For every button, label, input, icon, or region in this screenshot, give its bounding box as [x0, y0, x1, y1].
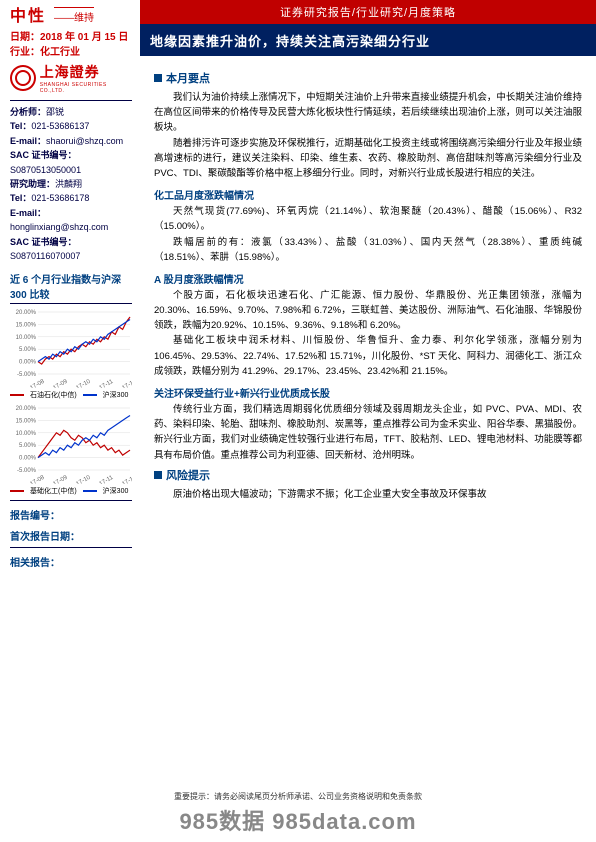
- footer: 重要提示：请务必阅读尾页分析师承诺、公司业务资格说明和免责条款 985数据 98…: [0, 791, 596, 836]
- sub-heading-3: A 股月度涨跌幅情况: [154, 271, 582, 286]
- svg-text:-5.00%: -5.00%: [17, 468, 37, 474]
- sec2-title: 风险提示: [166, 467, 210, 483]
- para-2: 随着排污许可逐步实施及环保税推行，近期基础化工投资主线或将围绕高污染细分行业及年…: [154, 136, 582, 182]
- legend-swatch-1: [10, 394, 24, 396]
- email2: honglinxiang@shzq.com: [10, 222, 108, 232]
- svg-text:17-10: 17-10: [75, 379, 92, 389]
- right-column: 本月要点 我们认为油价持续上涨情况下，中短期关注油价上升带来直接业绩提升机会，中…: [140, 58, 596, 569]
- analyst-block: 分析师：邵锐 Tel：021-53686137 E-mail：shaorui@s…: [10, 105, 132, 263]
- para-3: 天然气现货(77.69%)、环氧丙烷（21.14%）、软泡聚醚（20.43%）、…: [154, 204, 582, 234]
- title-text: 地缘因素推升油价，持续关注高污染细分行业: [150, 31, 430, 50]
- section-heading-1: 本月要点: [154, 70, 582, 86]
- email-label: E-mail：: [10, 136, 46, 146]
- disclaimer: 重要提示：请务必阅读尾页分析师承诺、公司业务资格说明和免责条款: [0, 791, 596, 802]
- section-heading-2: 风险提示: [154, 467, 582, 483]
- report-type-text: 证券研究报告/行业研究/月度策略: [280, 4, 456, 20]
- svg-text:20.00%: 20.00%: [16, 310, 37, 316]
- company-logo: 上海證券 SHANGHAI SECURITIES CO.,LTD.: [10, 62, 132, 94]
- chart2: -5.00% 0.00% 5.00% 10.00% 15.00% 20.00% 17-08 1…: [10, 404, 132, 496]
- legend-label-2: 沪深300: [103, 390, 129, 400]
- para-5: 个股方面，石化板块迅速石化、广汇能源、恒力股份、华鼎股份、光正集团领涨，涨幅为 …: [154, 288, 582, 334]
- report-no-label: 报告编号：: [10, 507, 132, 522]
- first-date-label: 首次报告日期：: [10, 528, 132, 543]
- svg-text:0.00%: 0.00%: [19, 360, 37, 366]
- assist-label: 研究助理：: [10, 179, 55, 189]
- rating-sub: ——维持: [54, 7, 94, 24]
- chart-section-title: 近 6 个月行业指数与沪深 300 比较: [10, 271, 132, 304]
- para-8: 原油价格出现大幅波动；下游需求不振；化工企业重大安全事故及环保事故: [154, 487, 582, 502]
- svg-text:17-09: 17-09: [52, 379, 69, 389]
- sub-heading-2: 化工品月度涨跌幅情况: [154, 187, 582, 202]
- square-icon-2: [154, 471, 162, 479]
- rating: 中性: [10, 2, 46, 26]
- sec1-title: 本月要点: [166, 70, 210, 86]
- square-icon: [154, 74, 162, 82]
- svg-text:0.00%: 0.00%: [19, 456, 37, 462]
- para-6: 基础化工板块中润禾材料、川恒股份、华鲁恒升、金力泰、利尔化学领涨，涨幅分别为 1…: [154, 333, 582, 379]
- svg-text:17-10: 17-10: [75, 475, 92, 485]
- email: shaorui@shzq.com: [46, 136, 123, 146]
- tel2-label: Tel：: [10, 193, 31, 203]
- svg-text:17-11: 17-11: [99, 379, 115, 389]
- logo-icon: [10, 65, 36, 91]
- svg-text:10.00%: 10.00%: [16, 431, 37, 437]
- logo-sub: SHANGHAI SECURITIES CO.,LTD.: [40, 82, 132, 94]
- legend-swatch-4: [83, 490, 97, 492]
- svg-text:10.00%: 10.00%: [16, 335, 37, 341]
- sac2: S0870116070007: [10, 251, 80, 261]
- analyst-name: 邵锐: [46, 107, 64, 117]
- svg-text:17-12: 17-12: [121, 379, 132, 389]
- legend-swatch-3: [10, 490, 24, 492]
- svg-text:17-08: 17-08: [29, 475, 46, 485]
- para-4: 跌幅居前的有：液氯（33.43%）、盐酸（31.03%）、国内天然气（28.38…: [154, 235, 582, 265]
- svg-text:15.00%: 15.00%: [16, 419, 37, 425]
- svg-text:5.00%: 5.00%: [19, 347, 37, 353]
- email2-label: E-mail：: [10, 208, 46, 218]
- left-column: 上海證券 SHANGHAI SECURITIES CO.,LTD. 分析师：邵锐…: [0, 58, 140, 569]
- assist-name: 洪麟翔: [55, 179, 82, 189]
- sac: S0870513050001: [10, 165, 81, 175]
- para-1: 我们认为油价持续上涨情况下，中短期关注油价上升带来直接业绩提升机会，中长期关注油…: [154, 90, 582, 136]
- left-header: 日期：2018 年 01 月 15 日 行业：化工行业: [0, 24, 140, 58]
- report-type-bar: 证券研究报告/行业研究/月度策略: [140, 0, 596, 24]
- sub-heading-4: 关注环保受益行业+新兴行业优质成长股: [154, 385, 582, 400]
- legend-label-4: 沪深300: [103, 486, 129, 496]
- svg-text:17-09: 17-09: [52, 475, 69, 485]
- tel: 021-53686137: [31, 121, 89, 131]
- legend-label-1: 石油石化(中信): [30, 390, 77, 400]
- industry-line: 行业：化工行业: [10, 43, 130, 58]
- tel2: 021-53686178: [31, 193, 89, 203]
- rating-box: 中性 ——维持: [0, 0, 140, 24]
- date-line: 日期：2018 年 01 月 15 日: [10, 28, 130, 43]
- related-label: 相关报告：: [10, 554, 132, 569]
- watermark: 985数据 985data.com: [0, 804, 596, 836]
- sac-label: SAC 证书编号：: [10, 150, 77, 160]
- svg-text:-5.00%: -5.00%: [17, 372, 37, 378]
- sac2-label: SAC 证书编号：: [10, 237, 77, 247]
- legend-label-3: 基础化工(中信): [30, 486, 77, 496]
- tel-label: Tel：: [10, 121, 31, 131]
- svg-text:17-11: 17-11: [99, 475, 115, 485]
- svg-text:5.00%: 5.00%: [19, 443, 37, 449]
- logo-name: 上海證券: [40, 62, 132, 82]
- legend-swatch-2: [83, 394, 97, 396]
- svg-text:15.00%: 15.00%: [16, 323, 37, 329]
- title-bar: 地缘因素推升油价，持续关注高污染细分行业: [140, 24, 596, 56]
- svg-text:17-12: 17-12: [121, 475, 132, 485]
- svg-text:20.00%: 20.00%: [16, 406, 37, 412]
- chart1: -5.00% 0.00% 5.00% 10.00% 15.00% 20.00% 17-08 1…: [10, 308, 132, 400]
- para-7: 传统行业方面，我们精选周期弱化优质细分领域及弱周期龙头企业，如 PVC、PVA、…: [154, 402, 582, 463]
- analyst-label: 分析师：: [10, 107, 46, 117]
- svg-text:17-08: 17-08: [29, 379, 46, 389]
